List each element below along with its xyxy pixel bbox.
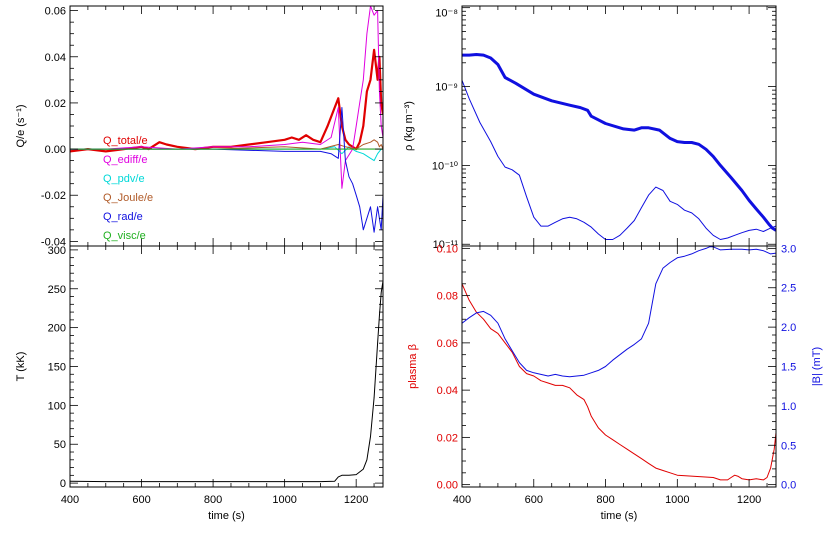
- series-line-rho-panel-0: [462, 53, 776, 232]
- y-right-tick-label: 1.0: [781, 401, 796, 413]
- rho-panel: 10⁻¹¹ 10⁻¹⁰ 10⁻⁹ 10⁻⁸ ρ (kg m⁻³): [403, 5, 777, 251]
- x-axis-label: time (s): [208, 510, 245, 522]
- legend-entry-q-rad-e: Q_rad/e: [103, 211, 143, 223]
- y-tick-label: 150: [48, 362, 66, 374]
- y-tick-label: 0.04: [45, 52, 66, 64]
- y-tick-label: 0.06: [437, 338, 458, 350]
- y-tick-label: 100: [48, 400, 66, 412]
- y-tick-label: -0.04: [41, 236, 66, 248]
- legend-entry-q-joule-e: Q_Joule/e: [103, 192, 153, 204]
- y-tick-label: 200: [48, 323, 66, 335]
- y-right-tick-label: 0.5: [781, 440, 796, 452]
- temperature-panel: 400 600 800 1000 1200 time (s) 0 50 100 150 200 250…: [15, 245, 384, 522]
- legend-entry-q-total-e: Q_total/e: [103, 135, 148, 147]
- y-tick-label: 10⁻⁹: [435, 82, 458, 94]
- x-tick-label: 600: [525, 494, 543, 506]
- plot-frame: [69, 245, 384, 488]
- series-line-rho-panel-1: [462, 80, 776, 240]
- y-axis-label: T (kK): [15, 352, 27, 382]
- legend-entry-q-ediff-e: Q_ediff/e: [103, 154, 147, 166]
- x-tick-label: 1200: [344, 494, 368, 506]
- x-tick-label: 1200: [737, 494, 761, 506]
- legend-entry-q-pdv-e: Q_pdv/e: [103, 173, 145, 185]
- y-tick-label: 250: [48, 284, 66, 296]
- y-tick-label: 0.02: [437, 432, 458, 444]
- x-tick-label: 800: [204, 494, 222, 506]
- y-tick-label: 0.06: [45, 6, 66, 18]
- y-axis-label: plasma β: [407, 344, 419, 389]
- y-right-tick-label: 0.0: [781, 480, 796, 492]
- x-tick-label: 800: [596, 494, 614, 506]
- x-tick-label: 600: [132, 494, 150, 506]
- x-axis-label: time (s): [601, 510, 638, 522]
- y-right-tick-label: 3.0: [781, 243, 796, 255]
- y-tick-label: 10⁻¹¹: [433, 239, 459, 251]
- series-line-beta-b_panel-0: [462, 283, 776, 481]
- y-tick-label: 10⁻¹⁰: [432, 160, 459, 172]
- y-tick-label: 0.02: [45, 98, 66, 110]
- series-line-q-rad-e: [70, 107, 383, 233]
- y-tick-label: 300: [48, 245, 66, 257]
- plot-frame: [461, 245, 777, 488]
- y-tick-label: 0.10: [437, 243, 458, 255]
- y-right-axis-label: |B| (mT): [811, 347, 823, 386]
- series-line-beta-b_panel-1: [462, 246, 776, 378]
- y-tick-label: 0.08: [437, 291, 458, 303]
- x-tick-label: 400: [453, 494, 471, 506]
- y-tick-label: 0.00: [45, 144, 66, 156]
- legend-entry-q-visc-e: Q_visc/e: [103, 230, 146, 242]
- y-tick-label: 0.00: [437, 480, 458, 492]
- y-axis-label: Q/e (s⁻¹): [15, 104, 27, 147]
- y-tick-label: 0.04: [437, 385, 458, 397]
- series-line-q-total-e: [70, 48, 383, 153]
- y-tick-label: 10⁻⁸: [435, 8, 458, 20]
- y-tick-label: 50: [54, 439, 66, 451]
- y-axis-label: ρ (kg m⁻³): [403, 101, 415, 151]
- y-right-tick-label: 1.5: [781, 362, 796, 374]
- x-tick-label: 1000: [665, 494, 689, 506]
- y-right-tick-label: 2.0: [781, 322, 796, 334]
- series-line-q-ediff-e: [70, 6, 383, 189]
- y-tick-label: -0.02: [41, 190, 66, 202]
- q-panel: -0.04 -0.02 0.00 0.02 0.04 0.06 Q/e (s⁻¹) Q_tot…: [15, 5, 384, 248]
- y-tick-label: 0: [60, 478, 66, 490]
- plot-frame: [69, 5, 384, 247]
- x-tick-label: 1000: [272, 494, 296, 506]
- y-right-tick-label: 2.5: [781, 283, 796, 295]
- beta-b-panel: 400 600 800 1000 1200 time (s) 0.00 0.02 0.04 0.0…: [407, 243, 823, 522]
- series-line-t-panel-0: [70, 280, 383, 483]
- x-tick-label: 400: [61, 494, 79, 506]
